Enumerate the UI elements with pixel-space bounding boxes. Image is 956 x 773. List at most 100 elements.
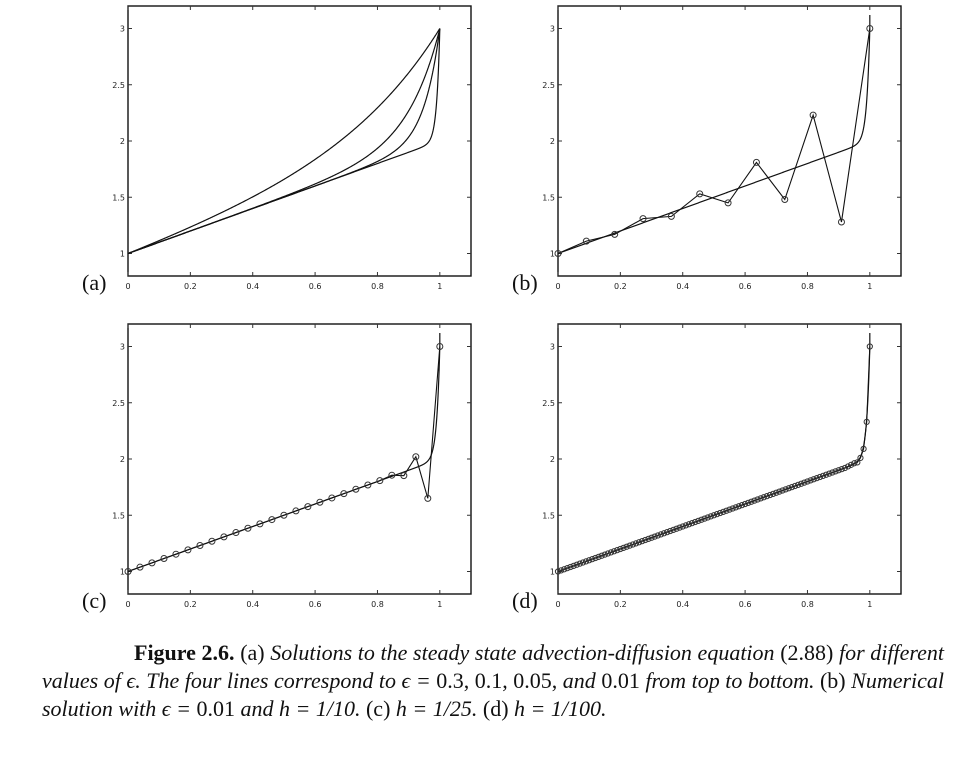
x-tick-label: 0.4 [246,282,259,291]
data-marker [611,548,618,555]
x-tick-label: 0.6 [309,600,322,609]
data-marker [595,553,602,560]
data-marker [232,529,240,537]
y-tick-label: 1.5 [112,511,125,520]
data-marker [626,542,633,549]
plot-area: 0 0.2 0.4 0.6 0.8 1 1 1.5 2 2.5 3 [542,5,902,291]
solution-curve [127,28,441,255]
data-marker [412,453,420,461]
y-tick-label: 2.5 [542,81,555,90]
data-marker [832,468,839,475]
data-marker [667,527,674,535]
data-marker [316,498,324,506]
panel-label: (a) [82,270,107,295]
data-marker [696,190,704,198]
x-tick-label: 0.2 [614,600,627,609]
data-marker [779,487,786,494]
x-tick-label: 0.4 [676,600,689,609]
x-tick-label: 0.8 [371,282,384,291]
data-marker [863,418,870,425]
data-marker [707,513,714,520]
data-marker [829,469,836,476]
data-marker [629,541,636,548]
data-marker [735,503,742,510]
data-marker [757,495,764,502]
y-tick-label: 3 [550,343,555,352]
data-marker [801,479,808,486]
data-marker [754,496,761,503]
data-marker [788,484,795,491]
data-marker [738,502,746,509]
data-marker [688,520,696,527]
solution-curve [127,28,441,255]
data-marker [745,499,752,506]
y-tick-label: 1 [550,568,555,577]
numerical-solution-line [127,346,441,573]
data-marker [601,551,608,558]
y-tick-label: 2 [120,455,125,464]
data-marker [573,561,580,568]
data-marker [835,467,842,474]
data-marker [695,517,702,524]
data-marker [748,498,755,505]
data-marker [826,470,833,477]
data-marker [773,489,780,496]
data-marker [698,516,705,523]
data-marker [436,343,444,350]
y-tick-label: 1 [120,568,125,577]
data-marker [813,475,820,482]
data-marker [781,196,789,203]
y-tick-label: 1 [550,250,555,259]
data-marker [651,533,658,540]
data-marker [598,552,605,559]
data-marker [564,565,571,572]
data-marker [741,500,749,508]
equation-ref: (2.88) [780,640,834,665]
data-marker [866,343,873,350]
panel-b: (b) 0 0.2 0.4 0.6 0.8 1 1 1.5 2 2.5 3 [510,0,910,300]
data-marker [766,491,774,499]
x-tick-label: 0 [125,600,130,609]
y-tick-label: 2.5 [542,399,555,408]
data-marker [710,512,718,519]
data-marker [724,199,732,207]
data-marker [770,490,777,497]
data-marker [582,237,590,245]
data-marker [701,515,708,522]
data-marker [732,504,739,511]
data-marker [752,158,760,166]
data-marker [819,472,827,479]
data-marker [611,230,619,238]
data-marker [791,482,799,490]
data-marker [823,471,830,478]
y-tick-label: 1 [120,250,125,259]
data-marker [244,524,252,532]
data-marker [160,555,168,563]
numerical-solution-line [557,28,871,255]
data-marker [717,509,724,517]
y-tick-label: 3 [550,25,555,34]
data-marker [810,476,817,483]
data-marker [340,490,348,498]
data-marker [124,568,132,575]
data-marker [704,514,711,521]
plot-area: 0 0.2 0.4 0.6 0.8 1 1 1.5 2 2.5 3 [112,5,472,291]
data-marker [866,25,874,32]
data-marker [692,518,699,526]
data-marker [679,523,686,530]
data-marker [614,547,621,554]
data-marker [807,477,814,484]
x-tick-label: 0.8 [801,282,814,291]
data-marker [576,560,583,567]
y-tick-label: 1.5 [542,511,555,520]
data-marker [172,550,180,558]
data-marker [617,545,624,553]
solution-curve [127,28,441,255]
panel-d: (d) 0 0.2 0.4 0.6 0.8 1 1 1.5 2 2.5 3 [510,318,910,618]
data-marker [809,111,817,119]
data-marker [558,567,565,574]
data-marker [352,485,360,493]
data-marker [804,478,811,485]
data-marker [657,531,664,538]
data-marker [816,473,824,481]
